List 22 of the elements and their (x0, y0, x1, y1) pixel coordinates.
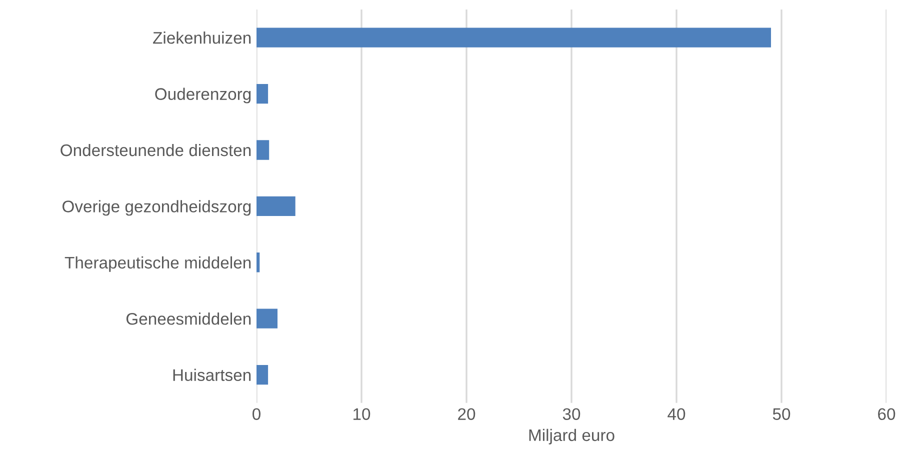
bar (256, 252, 260, 272)
x-tick-label: 0 (252, 408, 260, 420)
y-tick-label: Therapeutische middelen (64, 256, 251, 272)
x-tick-label: 10 (354, 408, 370, 420)
y-tick-label: Ondersteunende diensten (60, 144, 251, 156)
x-tick-label: 30 (562, 408, 580, 420)
x-tick-label: 50 (772, 408, 790, 420)
bar (256, 28, 771, 48)
bar (256, 196, 296, 216)
bar (256, 364, 268, 385)
y-tick-label: Overige gezondheidszorg (62, 200, 251, 216)
x-tick-label: 20 (458, 408, 476, 420)
y-tick-label: Ziekenhuizen (153, 32, 251, 44)
x-tick-label: 40 (668, 408, 686, 420)
y-tick-label: Huisartsen (173, 368, 251, 381)
bar (256, 308, 278, 328)
y-tick-label: Ouderenzorg (155, 88, 251, 104)
y-tick-label: Geneesmiddelen (126, 312, 251, 325)
bar (256, 84, 268, 104)
x-axis-title: Miljard euro (529, 428, 614, 444)
bar (256, 140, 270, 160)
x-tick-label: 60 (878, 408, 896, 420)
